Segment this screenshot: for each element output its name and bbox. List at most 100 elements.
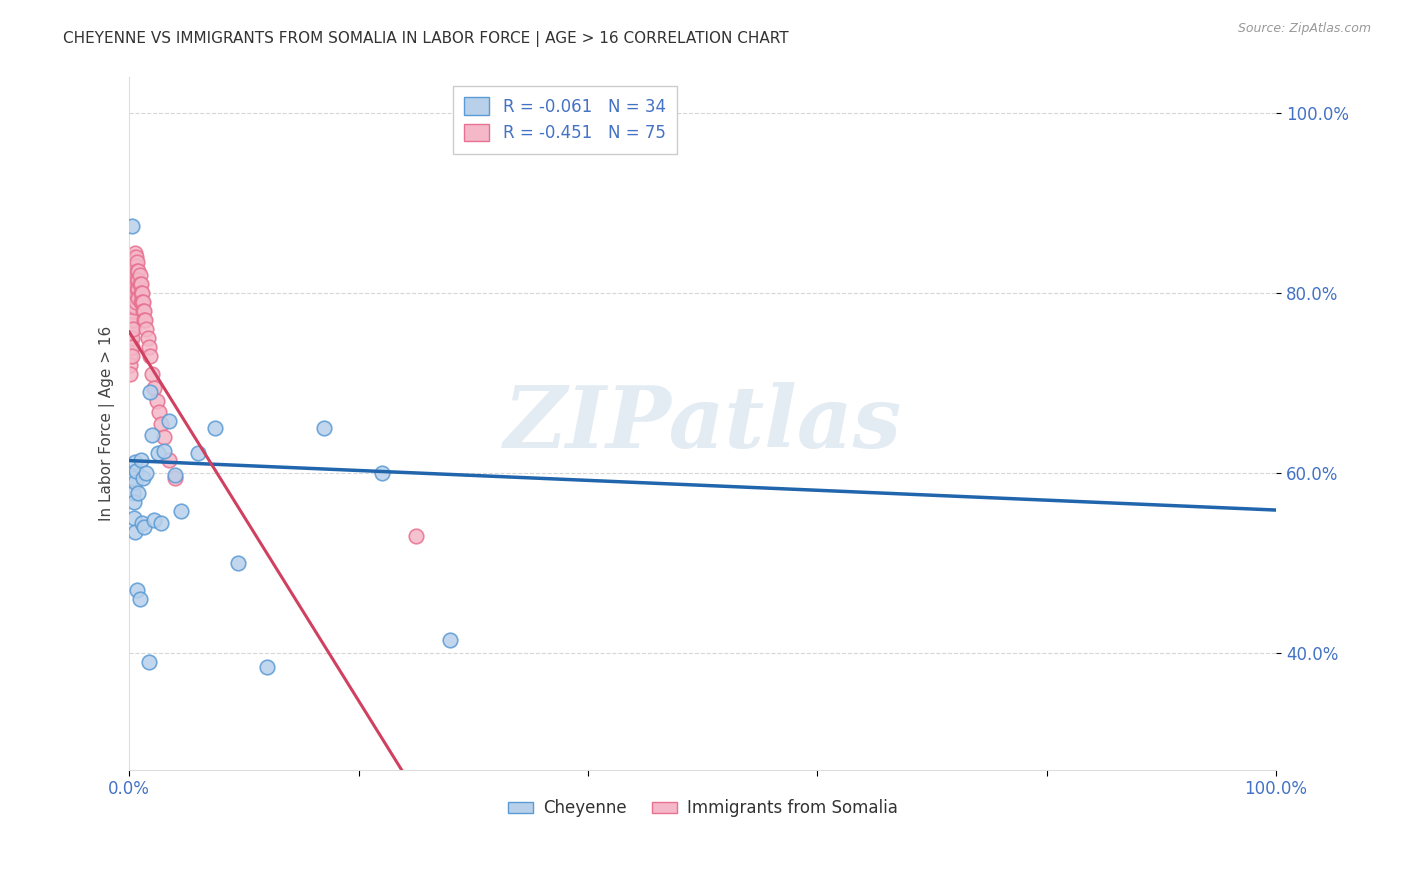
Point xyxy=(121,250,143,264)
Point xyxy=(121,295,143,310)
Point xyxy=(129,286,152,301)
Point xyxy=(125,260,148,274)
Point xyxy=(127,255,149,269)
Point xyxy=(121,471,143,485)
Point xyxy=(121,331,143,345)
Point xyxy=(139,349,162,363)
Point xyxy=(121,268,143,283)
Point xyxy=(121,277,143,292)
Point xyxy=(122,286,145,301)
Point xyxy=(125,464,148,478)
Point xyxy=(439,632,461,647)
Point xyxy=(134,313,156,327)
Point xyxy=(127,264,149,278)
Point xyxy=(121,322,143,336)
Point xyxy=(131,516,153,530)
Point xyxy=(128,268,150,283)
Point xyxy=(135,322,157,336)
Point xyxy=(124,273,146,287)
Point xyxy=(127,486,149,500)
Point xyxy=(121,322,143,336)
Point xyxy=(122,260,145,274)
Point xyxy=(121,486,143,500)
Point xyxy=(121,277,143,292)
Point xyxy=(120,358,142,372)
Point xyxy=(135,466,157,480)
Point xyxy=(146,446,169,460)
Point xyxy=(124,264,146,278)
Point xyxy=(134,520,156,534)
Point xyxy=(127,273,149,287)
Point xyxy=(121,286,143,301)
Point xyxy=(138,655,160,669)
Point xyxy=(125,268,148,283)
Point xyxy=(146,394,169,409)
Point xyxy=(131,286,153,301)
Point xyxy=(124,245,146,260)
Point xyxy=(122,277,145,292)
Text: ZIPatlas: ZIPatlas xyxy=(503,382,901,466)
Point xyxy=(139,385,162,400)
Point xyxy=(122,495,145,509)
Point xyxy=(125,295,148,310)
Point xyxy=(121,313,143,327)
Point xyxy=(165,467,187,482)
Point xyxy=(120,349,142,363)
Point xyxy=(124,524,146,539)
Point xyxy=(127,273,149,287)
Point xyxy=(143,381,166,395)
Point xyxy=(125,250,148,264)
Text: CHEYENNE VS IMMIGRANTS FROM SOMALIA IN LABOR FORCE | AGE > 16 CORRELATION CHART: CHEYENNE VS IMMIGRANTS FROM SOMALIA IN L… xyxy=(63,31,789,47)
Point xyxy=(121,268,143,283)
Point xyxy=(120,368,142,382)
Point xyxy=(121,313,143,327)
Point xyxy=(204,421,226,435)
Point xyxy=(170,504,193,518)
Point xyxy=(141,368,163,382)
Point xyxy=(121,260,143,274)
Text: Source: ZipAtlas.com: Source: ZipAtlas.com xyxy=(1237,22,1371,36)
Point xyxy=(127,282,149,296)
Point xyxy=(124,455,146,469)
Point xyxy=(125,286,148,301)
Point xyxy=(128,277,150,292)
Point xyxy=(150,516,173,530)
Point xyxy=(150,417,173,431)
Point xyxy=(120,340,142,354)
Point xyxy=(314,421,336,435)
Y-axis label: In Labor Force | Age > 16: In Labor Force | Age > 16 xyxy=(100,326,115,521)
Point xyxy=(148,405,170,419)
Legend: Cheyenne, Immigrants from Somalia: Cheyenne, Immigrants from Somalia xyxy=(502,793,904,824)
Point xyxy=(120,331,142,345)
Point xyxy=(226,556,249,570)
Point xyxy=(124,475,146,490)
Point xyxy=(121,304,143,318)
Point xyxy=(152,443,174,458)
Point xyxy=(165,471,187,485)
Point xyxy=(122,268,145,283)
Point xyxy=(131,295,153,310)
Point xyxy=(132,304,155,318)
Point xyxy=(138,340,160,354)
Point xyxy=(127,583,149,598)
Point xyxy=(121,295,143,310)
Point xyxy=(134,313,156,327)
Point xyxy=(124,291,146,305)
Point xyxy=(157,452,180,467)
Point xyxy=(370,466,392,480)
Point xyxy=(122,511,145,525)
Point xyxy=(143,513,166,527)
Point xyxy=(405,529,427,543)
Point xyxy=(129,452,152,467)
Point xyxy=(127,264,149,278)
Point xyxy=(121,304,143,318)
Point xyxy=(121,340,143,354)
Point xyxy=(129,277,152,292)
Point xyxy=(124,282,146,296)
Point xyxy=(124,300,146,314)
Point xyxy=(141,427,163,442)
Point xyxy=(121,349,143,363)
Point xyxy=(128,592,150,607)
Point xyxy=(187,446,209,460)
Point xyxy=(121,219,143,233)
